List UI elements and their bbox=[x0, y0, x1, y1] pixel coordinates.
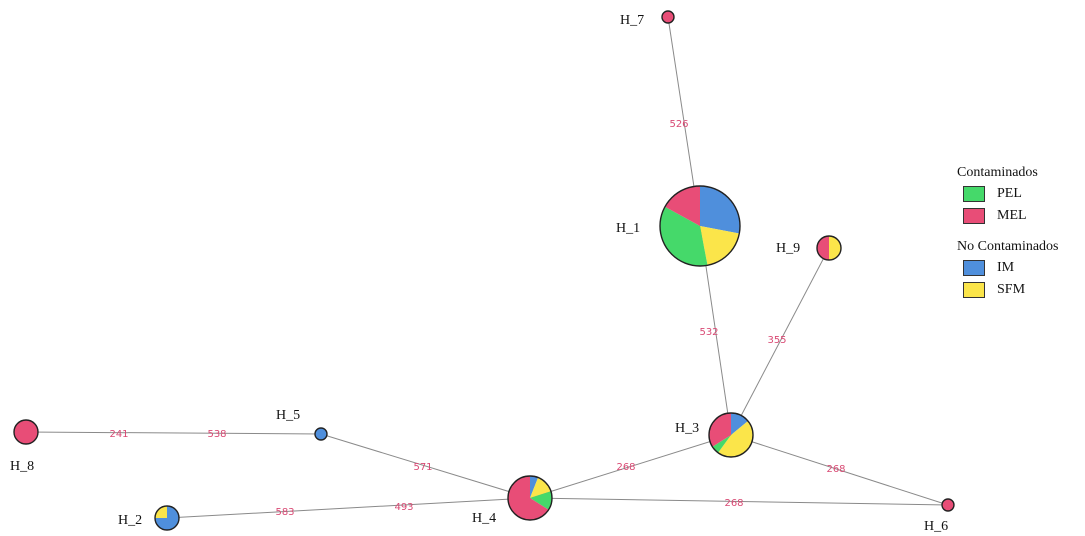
node-label-H_5: H_5 bbox=[276, 408, 300, 423]
legend-label-im: IM bbox=[997, 260, 1015, 275]
edge-H_3-H_6 bbox=[730, 434, 949, 506]
labels-layer: 526 532 355 268 268 268 241 538 571 583 493 H_1 H_2 H… bbox=[10, 13, 948, 534]
edge-H_2-H_4 bbox=[166, 497, 531, 519]
node-outline bbox=[13, 419, 39, 445]
legend-swatch-im bbox=[963, 260, 985, 276]
node-outline bbox=[659, 185, 741, 267]
edge-label-H_2-H_4-2: 493 bbox=[394, 502, 413, 513]
node-outline bbox=[507, 475, 553, 521]
legend-item-sfm: SFM bbox=[963, 279, 1059, 301]
slice-mel bbox=[662, 11, 674, 23]
legend-swatch-pel bbox=[963, 186, 985, 202]
node-H_7 bbox=[661, 10, 675, 24]
node-H_3 bbox=[708, 412, 754, 458]
node-H_5 bbox=[314, 427, 328, 441]
edge-H_4-H_6 bbox=[529, 497, 949, 506]
legend-label-mel: MEL bbox=[997, 208, 1027, 223]
legend-group-title-no-contaminados: No Contaminados bbox=[957, 239, 1059, 254]
node-outline bbox=[154, 505, 180, 531]
node-H_1 bbox=[659, 185, 741, 267]
node-H_6 bbox=[941, 498, 955, 512]
edge-label-H_4-H_6: 268 bbox=[724, 498, 743, 509]
edge-H_8-H_5 bbox=[25, 431, 322, 435]
legend-swatch-mel bbox=[963, 208, 985, 224]
edge-label-H_3-H_4: 268 bbox=[616, 462, 635, 473]
edge-label-H_7-H_1: 526 bbox=[669, 119, 688, 130]
edge-H_3-H_4 bbox=[529, 434, 732, 499]
legend-label-sfm: SFM bbox=[997, 282, 1026, 297]
slice-mel bbox=[14, 420, 38, 444]
edge-label-H_9-H_3: 355 bbox=[767, 335, 786, 346]
edge-H_5-H_4 bbox=[320, 433, 531, 499]
edge-label-H_3-H_6: 268 bbox=[826, 464, 845, 475]
node-H_2 bbox=[154, 505, 180, 531]
slice-sfm bbox=[700, 226, 740, 266]
slice-pel bbox=[660, 206, 708, 267]
node-label-H_2: H_2 bbox=[118, 513, 142, 528]
edges-layer bbox=[25, 16, 949, 519]
node-H_4 bbox=[507, 475, 553, 521]
slice-sfm bbox=[829, 236, 841, 260]
slice-im bbox=[315, 428, 327, 440]
edge-label-H_1-H_3: 532 bbox=[699, 327, 718, 338]
slice-im bbox=[731, 413, 748, 435]
legend-swatch-sfm bbox=[963, 282, 985, 298]
node-outline bbox=[941, 498, 955, 512]
node-label-H_1: H_1 bbox=[616, 221, 640, 236]
legend-item-pel: PEL bbox=[963, 183, 1059, 205]
node-outline bbox=[661, 10, 675, 24]
legend-item-mel: MEL bbox=[963, 205, 1059, 227]
legend-item-im: IM bbox=[963, 257, 1059, 279]
slice-im bbox=[700, 186, 740, 234]
node-outline bbox=[708, 412, 754, 458]
slice-pel bbox=[712, 435, 731, 453]
slice-sfm bbox=[718, 420, 754, 458]
legend-group-title-contaminados: Contaminados bbox=[957, 165, 1038, 180]
node-label-H_7: H_7 bbox=[620, 13, 644, 28]
edge-label-H_8-H_5: 241 bbox=[109, 429, 128, 440]
legend: Contaminados PEL MEL No Contaminados IM … bbox=[957, 163, 1059, 301]
node-outline bbox=[314, 427, 328, 441]
node-label-H_3: H_3 bbox=[675, 421, 699, 436]
slice-pel bbox=[530, 491, 552, 510]
edge-label-H_5-H_4: 571 bbox=[413, 462, 432, 473]
slice-mel bbox=[817, 236, 829, 260]
slice-im bbox=[530, 476, 539, 498]
nodes-layer bbox=[13, 10, 955, 531]
node-label-H_6: H_6 bbox=[924, 519, 948, 534]
node-label-H_4: H_4 bbox=[472, 511, 496, 526]
slice-mel bbox=[942, 499, 954, 511]
node-label-H_8: H_8 bbox=[10, 459, 34, 474]
edge-H_9-H_3 bbox=[730, 247, 830, 436]
slice-sfm bbox=[155, 506, 167, 518]
node-H_9 bbox=[816, 235, 842, 261]
node-H_8 bbox=[13, 419, 39, 445]
edge-label-H_2-H_4: 583 bbox=[275, 507, 294, 518]
legend-label-pel: PEL bbox=[997, 186, 1022, 201]
node-outline bbox=[816, 235, 842, 261]
edge-label-H_8-H_5-2: 538 bbox=[207, 429, 226, 440]
slice-mel bbox=[507, 476, 549, 520]
node-label-H_9: H_9 bbox=[776, 241, 800, 256]
